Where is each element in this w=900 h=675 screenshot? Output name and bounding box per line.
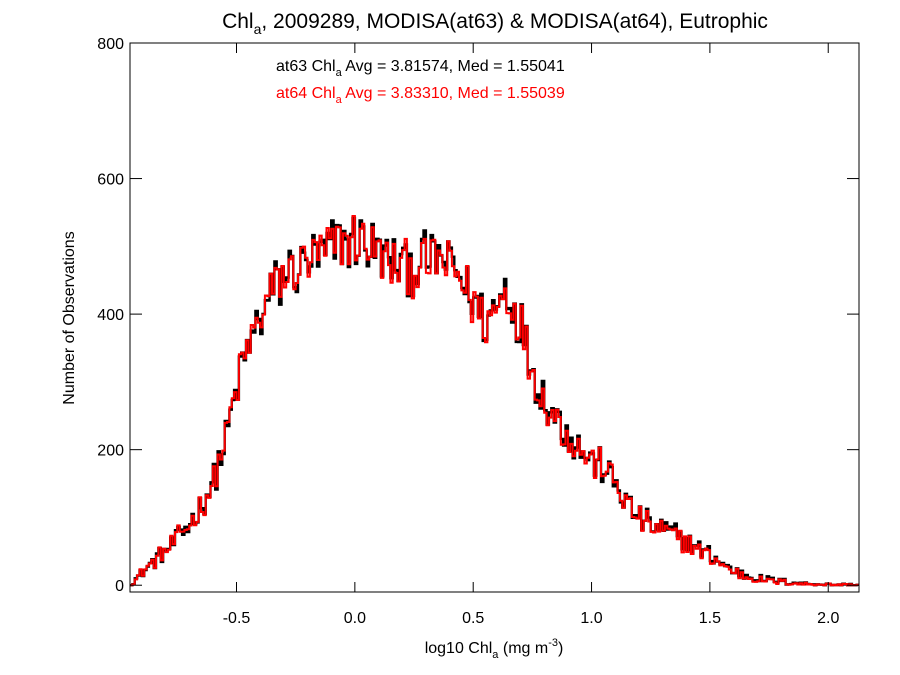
x-tick-label-3: 1.0 xyxy=(580,610,602,627)
plot-frame xyxy=(129,42,860,593)
annotation-at64: at64 Chla Avg = 3.83310, Med = 1.55039 xyxy=(276,85,565,106)
series-layer xyxy=(130,215,859,587)
series-at63-histogram xyxy=(130,216,859,587)
x-tick-label-4: 1.5 xyxy=(699,610,721,627)
annotation-at63: at63 Chla Avg = 3.81574, Med = 1.55041 xyxy=(276,58,565,79)
y-tick-label-1: 200 xyxy=(97,443,124,460)
y-tick-label-2: 400 xyxy=(97,307,124,324)
y-axis-label: Number of Observations xyxy=(61,231,78,404)
x-tick-label-0: -0.5 xyxy=(223,610,251,627)
series-at64-histogram xyxy=(130,215,859,587)
y-tick-label-0: 0 xyxy=(115,578,124,595)
y-tick-label-3: 600 xyxy=(97,172,124,189)
y-tick-label-4: 800 xyxy=(97,36,124,53)
x-tick-label-2: 0.5 xyxy=(462,610,484,627)
tick-layer: -0.5 0.0 0.5 1.0 1.5 2.0 0 200 400 600 800 xyxy=(97,36,859,627)
chart-title: Chla, 2009289, MODISA(at63) & MODISA(at6… xyxy=(222,10,768,37)
x-tick-label-1: 0.0 xyxy=(344,610,366,627)
x-tick-label-5: 2.0 xyxy=(817,610,839,627)
x-axis-label: log10 Chla (mg m-3) xyxy=(425,637,564,661)
